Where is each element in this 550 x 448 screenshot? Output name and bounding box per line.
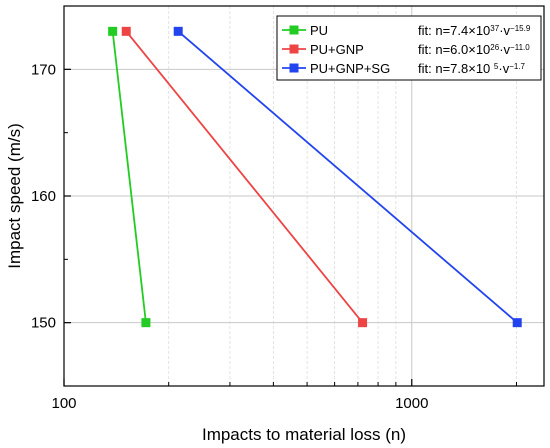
series-2	[121, 26, 368, 328]
major-ticks: 100 1000 150 160 170	[31, 61, 428, 412]
legend-label: PU+GNP	[310, 42, 364, 57]
data-point	[121, 26, 131, 36]
grid	[63, 6, 544, 386]
fit-part: fit: n=7.4	[418, 23, 468, 38]
fit-part: ×10	[468, 23, 490, 38]
fit-exponent: −11.0	[510, 43, 530, 52]
legend-fit-equation: fit: n=7.4×1037·v−15.9	[418, 23, 531, 38]
series-3	[173, 26, 522, 328]
data-point	[108, 26, 118, 36]
fit-part: ·v	[499, 23, 510, 38]
fit-part: ×10	[468, 42, 490, 57]
x-tick-label: 100	[51, 395, 76, 412]
series-line	[125, 30, 364, 324]
minor-ticks	[64, 132, 517, 386]
data-point	[358, 318, 368, 328]
data-point	[173, 26, 183, 36]
legend-swatch-marker	[289, 44, 299, 54]
legend-swatch-marker	[289, 63, 299, 73]
fit-exponent: −1.7	[509, 62, 525, 71]
series-line	[177, 30, 518, 324]
fit-part: ·v	[498, 61, 509, 76]
data-point	[512, 318, 522, 328]
y-axis-title: Impact speed (m/s)	[5, 123, 24, 269]
fit-exponent: 26	[490, 43, 499, 52]
legend-fit-equation: fit: n=6.0×1026·v−11.0	[418, 42, 530, 57]
x-tick-label: 1000	[395, 395, 428, 412]
legend-fit-equation: fit: n=7.8×10 5·v−1.7	[418, 61, 526, 76]
fit-part: fit: n=7.8	[418, 61, 468, 76]
series-1	[108, 26, 151, 328]
legend-swatch-marker	[289, 25, 299, 35]
fit-part: fit: n=6.0	[418, 42, 468, 57]
x-axis-title: Impacts to material loss (n)	[202, 425, 406, 444]
data-point	[141, 318, 151, 328]
y-tick-label: 160	[31, 188, 56, 205]
legend-item-2: PU+GNP fit: n=6.0×1026·v−11.0	[282, 42, 530, 57]
fit-part: ·v	[499, 42, 510, 57]
legend: PU fit: n=7.4×1037·v−15.9PU+GNP fit: n=6.0…	[276, 15, 542, 81]
legend-label: PU	[310, 23, 328, 38]
series-line	[111, 31, 147, 323]
series-layer	[108, 26, 522, 328]
fit-exponent: −15.9	[510, 24, 531, 33]
legend-item-1: PU fit: n=7.4×1037·v−15.9	[282, 23, 531, 38]
y-tick-label: 150	[31, 315, 56, 332]
y-tick-label: 170	[31, 61, 56, 78]
fit-exponent: 37	[490, 24, 499, 33]
fit-exponent: 5	[494, 62, 499, 71]
legend-label: PU+GNP+SG	[310, 61, 390, 76]
fit-part: ×10	[468, 61, 494, 76]
legend-item-3: PU+GNP+SG fit: n=7.8×10 5·v−1.7	[282, 61, 526, 76]
legend-box	[276, 15, 542, 81]
